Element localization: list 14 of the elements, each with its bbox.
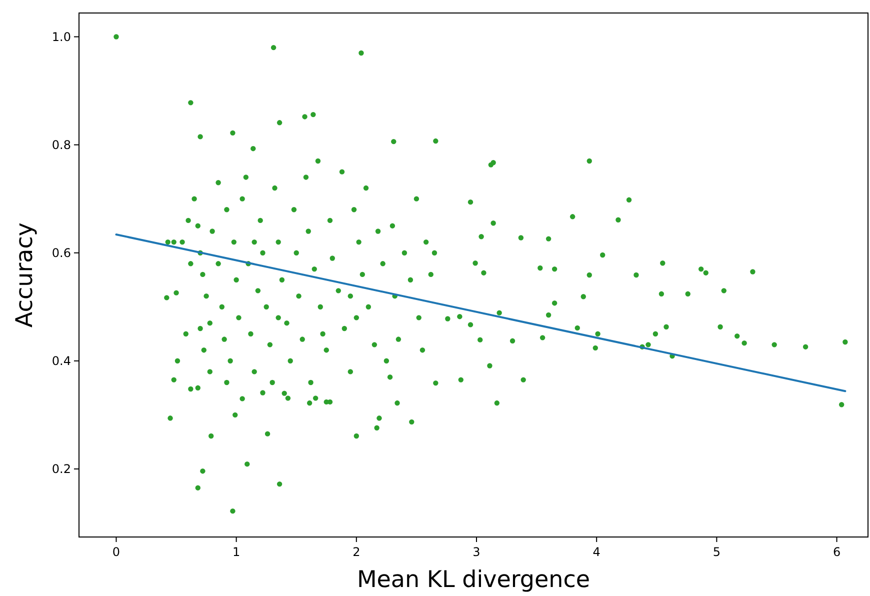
y-tick-label: 0.8 bbox=[52, 138, 71, 152]
x-tick-label: 5 bbox=[712, 545, 721, 559]
x-tick-label: 3 bbox=[472, 545, 480, 559]
x-tick-label: 4 bbox=[592, 545, 600, 559]
x-tick-label: 2 bbox=[352, 545, 360, 559]
y-tick-label: 0.6 bbox=[52, 246, 71, 260]
x-tick-label: 0 bbox=[112, 545, 120, 559]
y-tick-label: 1.0 bbox=[52, 30, 71, 44]
y-tick-label: 0.4 bbox=[52, 354, 71, 368]
y-tick-label: 0.2 bbox=[52, 462, 71, 476]
x-axis-title: Mean KL divergence bbox=[356, 567, 590, 593]
x-tick-label: 6 bbox=[832, 545, 841, 559]
y-axis-title: Accuracy bbox=[12, 222, 38, 328]
x-tick-label: 1 bbox=[232, 545, 240, 559]
